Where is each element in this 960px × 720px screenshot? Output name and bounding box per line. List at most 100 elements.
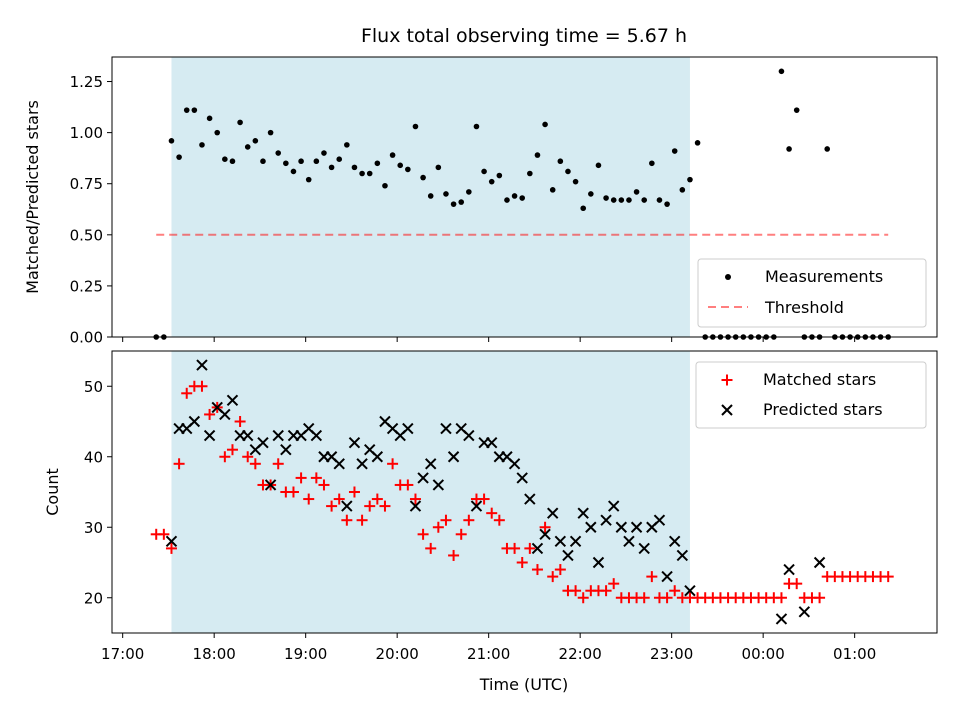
predicted-star-point — [615, 521, 628, 533]
measurement-point — [603, 195, 609, 201]
measurement-point — [687, 176, 693, 183]
x-tick-label: 01:00 — [833, 645, 876, 663]
matched-star-point — [478, 493, 490, 505]
predicted-star-point — [524, 493, 536, 505]
measurement-point — [694, 140, 701, 146]
x-tick-label: 19:00 — [284, 645, 327, 663]
matched-star-point — [326, 500, 338, 512]
predicted-star-point — [585, 521, 597, 533]
measurement-point — [549, 187, 556, 193]
matched-star-point — [249, 458, 261, 470]
measurement-point — [229, 158, 236, 165]
measurement-point — [496, 172, 503, 179]
measurement-point — [641, 197, 648, 203]
predicted-star-point — [562, 549, 574, 562]
legend-matched-label: Matched stars — [763, 370, 876, 389]
matched-star-point — [638, 592, 650, 604]
measurement-point — [183, 107, 190, 113]
measurement-point — [252, 137, 259, 144]
matched-star-point — [318, 479, 330, 491]
count-y-tick-label: 50 — [84, 378, 103, 396]
matched-star-point — [379, 500, 391, 512]
count-axes-frame — [111, 350, 938, 634]
count-legend: Matched stars Predicted stars — [695, 361, 927, 429]
matched-star-point — [524, 542, 536, 554]
matched-star-point — [196, 380, 208, 392]
x-tick-label: 21:00 — [467, 645, 510, 663]
matched-star-point — [173, 458, 185, 470]
matched-star-point — [364, 500, 376, 512]
measurement-point — [572, 178, 579, 185]
measurement-point — [679, 187, 686, 193]
ratio-panel: 0.00 0.25 0.50 0.75 1.00 1.25 Matched/Predict… — [23, 56, 938, 347]
measurement-point — [222, 156, 228, 162]
matched-star-point — [547, 571, 559, 583]
matched-star-point — [539, 521, 551, 533]
matched-star-point — [455, 528, 467, 540]
measurement-point — [389, 152, 396, 158]
matched-star-point — [348, 486, 360, 498]
predicted-star-point — [280, 443, 292, 456]
measurement-point — [542, 121, 548, 128]
measurement-point — [397, 162, 404, 169]
ratio-y-label: Matched/Predicted stars — [23, 100, 42, 294]
measurement-point — [283, 160, 289, 167]
ratio-y-tick-label: 0.75 — [70, 175, 103, 193]
measurement-point — [664, 201, 670, 207]
measurement-point — [313, 158, 320, 165]
matched-star-point — [570, 585, 582, 597]
predicted-star-point — [516, 472, 528, 484]
predicted-star-point — [775, 613, 788, 625]
predicted-star-point — [486, 436, 498, 449]
predicted-star-point — [783, 563, 795, 576]
measurement-point — [443, 191, 449, 197]
observing-window-shade — [171, 351, 690, 633]
predicted-star-point — [638, 542, 650, 555]
measurement-point — [458, 199, 465, 205]
predicted-star-point — [531, 542, 544, 555]
predicted-star-point — [409, 500, 422, 512]
matched-star-point — [181, 387, 193, 399]
predicted-star-point — [196, 359, 208, 371]
measurement-point — [382, 182, 388, 189]
measurement-point — [305, 176, 312, 183]
matched-star-point — [791, 578, 803, 590]
matched-star-point — [493, 514, 505, 526]
measurement-point — [328, 164, 335, 171]
measurement-point — [473, 123, 480, 130]
measurement-point — [267, 129, 274, 136]
predicted-star-point — [463, 429, 475, 442]
measurement-point — [366, 170, 373, 177]
measurement-point — [298, 158, 304, 165]
count-panel: 20 30 40 50 17:00 18:00 19:00 20:00 21:00 22:00 2… — [43, 350, 938, 694]
predicted-star-point — [684, 584, 696, 597]
x-tick-label: 17:00 — [101, 645, 144, 663]
predicted-star-point — [653, 514, 666, 526]
predicted-star-point — [432, 479, 445, 491]
predicted-star-point — [333, 458, 345, 470]
measurement-point — [626, 197, 632, 203]
measurement-point — [290, 168, 297, 175]
predicted-star-point — [242, 429, 254, 442]
measurement-point — [580, 205, 587, 212]
measurement-point — [435, 164, 442, 171]
matched-star-point — [600, 585, 612, 597]
matched-star-point — [158, 528, 170, 540]
predicted-star-point — [676, 549, 689, 562]
measurement-point — [206, 115, 213, 122]
measurement-point — [359, 170, 365, 177]
matched-star-point — [341, 514, 353, 526]
measurement-point — [351, 164, 358, 171]
measurement-point — [793, 107, 800, 113]
predicted-star-point — [341, 500, 353, 512]
matched-star-point — [204, 408, 216, 420]
matched-star-point — [775, 592, 787, 604]
legend-predicted-marker — [721, 404, 733, 416]
matched-star-point — [417, 528, 429, 540]
predicted-star-point — [447, 451, 460, 463]
x-axis-label: Time (UTC) — [479, 675, 568, 694]
matched-star-point — [165, 542, 177, 554]
predicted-star-point — [508, 458, 521, 470]
matched-star-point — [814, 592, 826, 604]
